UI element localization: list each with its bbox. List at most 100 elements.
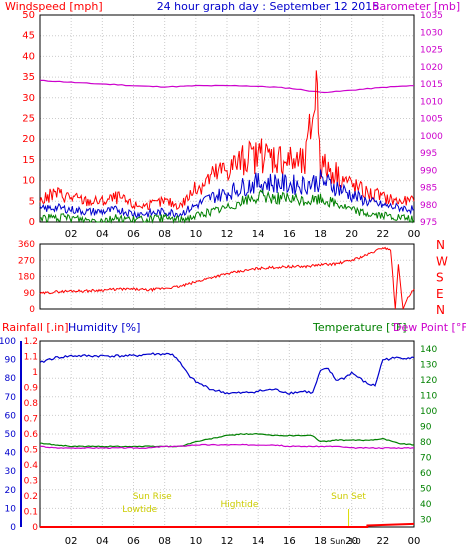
humidity-tick-label: 60 <box>5 411 17 421</box>
hour-tick-label: 14 <box>252 229 265 240</box>
hour-tick-label: 08 <box>158 536 171 547</box>
humidity-tick-label: 40 <box>5 449 17 459</box>
barometer-tick-label: 1020 <box>420 63 443 73</box>
temperature-tick-label: 110 <box>420 391 437 401</box>
humidity-tick-label: 30 <box>5 467 17 477</box>
rainfall-tick-label: 1.1 <box>24 353 38 363</box>
direction-tick-label: 270 <box>18 256 35 266</box>
windspeed-tick-label: 20 <box>22 134 35 145</box>
graph-title: 24 hour graph day : September 12 2015 <box>157 0 380 13</box>
rainfall-tick-label: 0.6 <box>24 430 39 440</box>
rainfall-axis-label: Rainfall [.in] <box>2 321 69 334</box>
hour-tick-label: 14 <box>252 536 265 547</box>
temperature-tick-label: 100 <box>420 407 437 417</box>
humidity-tick-label: 90 <box>5 356 17 366</box>
humidity-tick-label: 0 <box>10 523 16 533</box>
barometer-tick-label: 1025 <box>420 46 443 56</box>
hour-tick-label: 04 <box>96 229 109 240</box>
hour-tick-label: 06 <box>127 536 140 547</box>
temperature-line <box>40 432 415 448</box>
hour-tick-label: 02 <box>65 229 78 240</box>
series-layer <box>39 70 415 528</box>
barometer-line <box>40 79 414 94</box>
rainfall-tick-label: 1.2 <box>24 337 38 347</box>
windspeed-tick-label: 15 <box>22 155 35 166</box>
barometer-axis-label: Barometer [mb] <box>372 0 460 13</box>
windspeed-tick-label: 30 <box>22 93 35 104</box>
windspeed-tick-label: 50 <box>22 10 35 21</box>
direction-tick-label: 180 <box>18 273 35 283</box>
sunrise-annotation: Sun Rise <box>133 492 172 502</box>
barometer-tick-label: 1030 <box>420 28 443 38</box>
humidity-axis-label: Humidity [%] <box>68 321 140 334</box>
compass-tick-label: S <box>436 271 444 285</box>
hour-tick-label: 12 <box>221 229 234 240</box>
temperature-tick-label: 50 <box>420 484 432 494</box>
temperature-tick-label: 30 <box>420 515 432 525</box>
dir-frame <box>39 243 415 310</box>
humidity-tick-label: 50 <box>5 430 17 440</box>
gust-wind-line <box>39 70 415 211</box>
humidity-tick-label: 10 <box>5 504 17 514</box>
hour-tick-label: 02 <box>65 536 78 547</box>
barometer-tick-label: 980 <box>420 201 437 211</box>
windspeed-tick-label: 25 <box>22 114 35 125</box>
hour-tick-label: 12 <box>221 536 234 547</box>
rainfall-tick-label: 0.5 <box>24 446 38 456</box>
compass-tick-label: W <box>436 254 448 268</box>
average-wind-line <box>39 169 415 219</box>
barometer-tick-label: 990 <box>420 166 437 176</box>
hour-tick-label: 22 <box>376 536 389 547</box>
humidity-tick-label: 100 <box>0 337 16 347</box>
temperature-tick-label: 130 <box>420 360 437 370</box>
tick-label-layer: 0510152025303540455097598098599099510001… <box>0 10 448 547</box>
rainfall-tick-label: 0.9 <box>24 384 39 394</box>
rainfall-tick-label: 0.8 <box>24 399 39 409</box>
temperature-tick-label: 60 <box>420 469 432 479</box>
temperature-tick-label: 140 <box>420 345 437 355</box>
axes-layer <box>20 14 415 528</box>
grid-layer <box>40 14 415 528</box>
rainfall-tick-label: 0.2 <box>24 492 38 502</box>
compass-tick-label: E <box>436 287 444 301</box>
rainfall-tick-label: 0.4 <box>24 461 39 471</box>
rainfall-tick-label: 0.7 <box>24 415 38 425</box>
hour-tick-label: 04 <box>96 536 109 547</box>
dewpoint-axis-label: Dew Point [°F] <box>393 321 466 334</box>
humidity-tick-label: 70 <box>5 393 17 403</box>
hour-tick-label: 18 <box>314 229 327 240</box>
sun-time-annotation: Sun 3:0 <box>330 537 361 546</box>
rainfall-tick-label: 0.1 <box>24 508 38 518</box>
hour-tick-label: 20 <box>345 536 358 547</box>
hour-tick-label: 16 <box>283 536 296 547</box>
humidity-tick-label: 80 <box>5 374 17 384</box>
windspeed-tick-label: 45 <box>22 31 35 42</box>
windspeed-tick-label: 35 <box>22 72 35 83</box>
rainfall-tick-label: 0 <box>32 523 38 533</box>
hour-tick-label: 06 <box>127 229 140 240</box>
barometer-tick-label: 1000 <box>420 132 443 142</box>
direction-tick-label: 90 <box>24 289 36 299</box>
windspeed-axis-label: Windspeed [mph] <box>5 0 103 13</box>
compass-tick-label: N <box>436 303 445 317</box>
hour-tick-label: 10 <box>189 536 202 547</box>
direction-tick-label: 360 <box>18 240 35 250</box>
temperature-tick-label: 80 <box>420 438 432 448</box>
rainfall-tick-label: 1 <box>32 368 38 378</box>
temperature-tick-label: 90 <box>420 422 432 432</box>
wind-frame <box>39 14 415 223</box>
hour-tick-label: 22 <box>376 229 389 240</box>
windspeed-tick-label: 40 <box>22 51 35 62</box>
lowtide-annotation: Lowtide <box>122 505 157 515</box>
barometer-tick-label: 985 <box>420 184 437 194</box>
windspeed-tick-label: 5 <box>29 196 35 207</box>
hour-tick-label: 10 <box>189 229 202 240</box>
hour-tick-label: 08 <box>158 229 171 240</box>
barometer-tick-label: 975 <box>420 218 437 228</box>
rainfall-tick-label: 0.3 <box>24 477 38 487</box>
windspeed-tick-label: 10 <box>22 176 35 187</box>
windspeed-tick-label: 0 <box>29 217 35 228</box>
temperature-axis-label: Temperature [°F] <box>312 321 407 334</box>
